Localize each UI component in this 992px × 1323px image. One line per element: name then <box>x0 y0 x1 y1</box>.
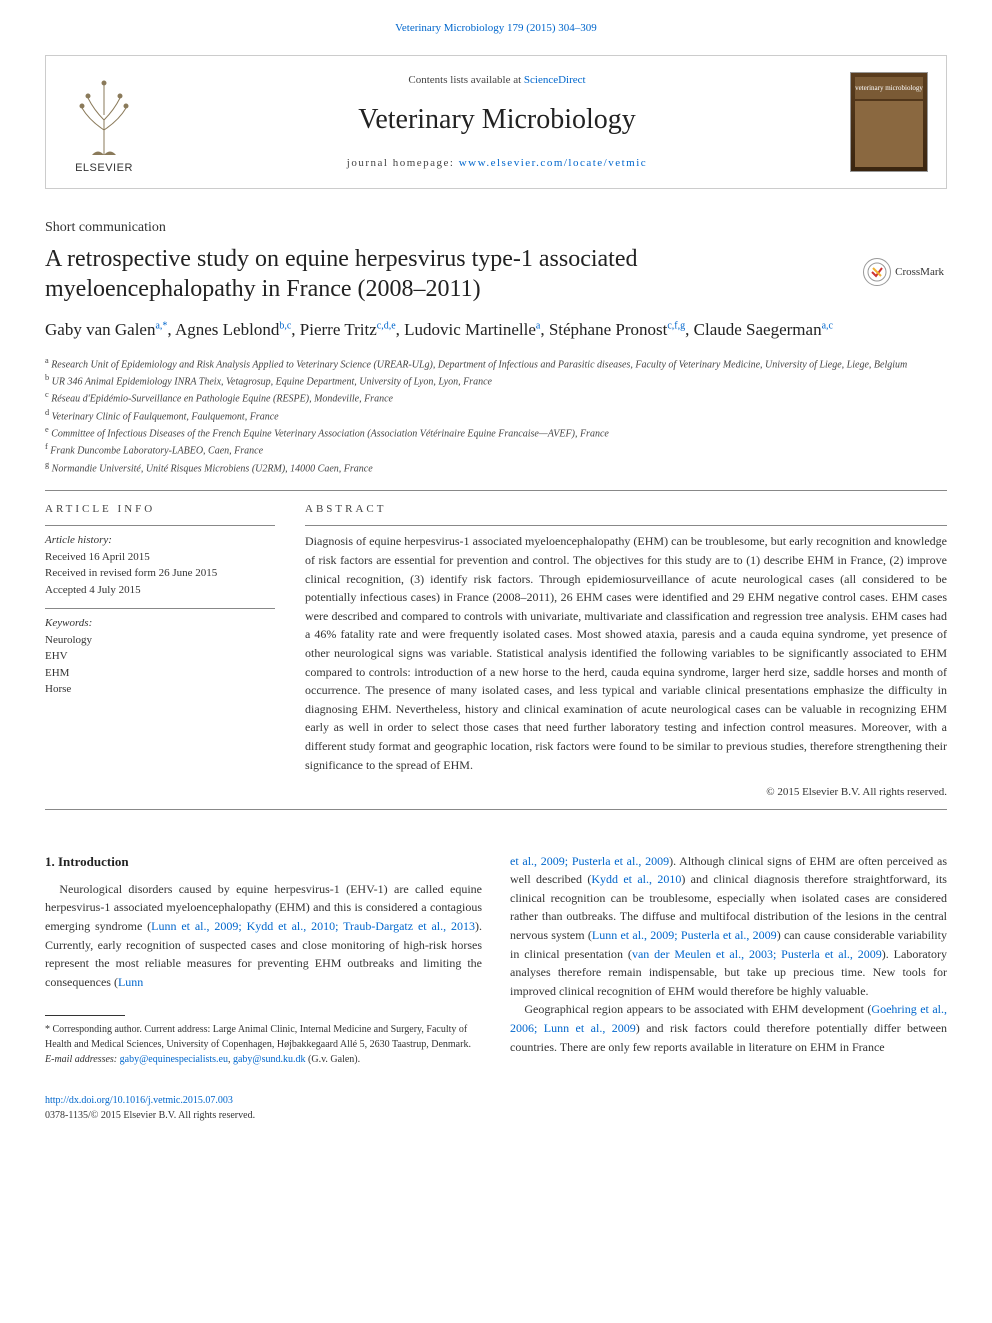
corresponding-author-note: * Corresponding author. Current address:… <box>45 1022 482 1052</box>
keyword: Horse <box>45 681 275 698</box>
body-columns: 1. Introduction Neurological disorders c… <box>45 852 947 1068</box>
section-heading: 1. Introduction <box>45 852 482 872</box>
column-right: et al., 2009; Pusterla et al., 2009). Al… <box>510 852 947 1068</box>
intro-paragraph-1: Neurological disorders caused by equine … <box>45 880 482 992</box>
crossmark-icon <box>863 258 891 286</box>
abstract-head: ABSTRACT <box>305 501 947 518</box>
intro-paragraph-1-cont: et al., 2009; Pusterla et al., 2009). Al… <box>510 852 947 1001</box>
email-footnote: E-mail addresses: gaby@equinespecialists… <box>45 1052 482 1067</box>
keyword: Neurology <box>45 632 275 649</box>
journal-title: Veterinary Microbiology <box>144 99 850 141</box>
keyword: EHV <box>45 648 275 665</box>
elsevier-logo: ELSEVIER <box>64 68 144 177</box>
divider-2 <box>45 809 947 810</box>
article-info-head: ARTICLE INFO <box>45 501 275 518</box>
crossmark-label: CrossMark <box>895 264 944 281</box>
affiliation: g Normandie Université, Unité Risques Mi… <box>45 459 947 476</box>
keyword: EHM <box>45 665 275 682</box>
contents-available: Contents lists available at ScienceDirec… <box>144 72 850 89</box>
sciencedirect-link[interactable]: ScienceDirect <box>524 74 586 86</box>
email-tail: (G.v. Galen). <box>306 1054 361 1065</box>
history-item: Received 16 April 2015 <box>45 549 275 566</box>
header-center: Contents lists available at ScienceDirec… <box>144 72 850 171</box>
elsevier-tree-icon <box>64 68 144 158</box>
email-link-2[interactable]: gaby@sund.ku.dk <box>233 1054 306 1065</box>
affiliation: d Veterinary Clinic of Faulquemont, Faul… <box>45 407 947 424</box>
footnote-separator <box>45 1015 125 1016</box>
info-abstract-row: ARTICLE INFO Article history: Received 1… <box>45 501 947 801</box>
article-title: A retrospective study on equine herpesvi… <box>45 244 947 304</box>
citation[interactable]: Lunn et al., 2009; Kydd et al., 2010; Tr… <box>151 919 475 933</box>
abstract-divider <box>305 525 947 526</box>
article-info: ARTICLE INFO Article history: Received 1… <box>45 501 275 801</box>
page-footer: http://dx.doi.org/10.1016/j.vetmic.2015.… <box>45 1093 947 1123</box>
affiliations: a Research Unit of Epidemiology and Risk… <box>45 355 947 476</box>
authors: Gaby van Galena,*, Agnes Leblondb,c, Pie… <box>45 318 947 343</box>
email-link-1[interactable]: gaby@equinespecialists.eu <box>120 1054 228 1065</box>
history-label: Article history: <box>45 532 275 549</box>
keywords-label: Keywords: <box>45 615 275 632</box>
intro-paragraph-2: Geographical region appears to be associ… <box>510 1000 947 1056</box>
journal-cover-thumbnail: veterinary microbiology <box>850 72 928 172</box>
article-type: Short communication <box>45 217 947 238</box>
abstract-copyright: © 2015 Elsevier B.V. All rights reserved… <box>305 784 947 801</box>
journal-header: ELSEVIER Contents lists available at Sci… <box>45 55 947 190</box>
info-divider-2 <box>45 608 275 609</box>
cover-title: veterinary microbiology <box>855 77 923 99</box>
citation[interactable]: Lunn <box>118 975 143 989</box>
divider <box>45 490 947 491</box>
elsevier-wordmark: ELSEVIER <box>75 160 133 177</box>
column-left: 1. Introduction Neurological disorders c… <box>45 852 482 1068</box>
cover-body <box>855 101 923 167</box>
citation[interactable]: van der Meulen et al., 2003; Pusterla et… <box>632 947 882 961</box>
email-label: E-mail addresses: <box>45 1054 120 1065</box>
citation[interactable]: Lunn et al., 2009; Pusterla et al., 2009 <box>592 928 777 942</box>
journal-reference: Veterinary Microbiology 179 (2015) 304–3… <box>45 20 947 37</box>
journal-homepage: journal homepage: www.elsevier.com/locat… <box>144 155 850 172</box>
affiliation: a Research Unit of Epidemiology and Risk… <box>45 355 947 372</box>
issn-copyright: 0378-1135/© 2015 Elsevier B.V. All right… <box>45 1110 255 1121</box>
contents-label: Contents lists available at <box>408 74 523 86</box>
homepage-label: journal homepage: <box>347 157 459 169</box>
history-item: Accepted 4 July 2015 <box>45 582 275 599</box>
crossmark-badge[interactable]: CrossMark <box>863 258 944 286</box>
citation[interactable]: Kydd et al., 2010 <box>591 872 681 886</box>
affiliation: e Committee of Infectious Diseases of th… <box>45 424 947 441</box>
affiliation: c Réseau d'Epidémio-Surveillance en Path… <box>45 389 947 406</box>
history-item: Received in revised form 26 June 2015 <box>45 565 275 582</box>
info-divider <box>45 525 275 526</box>
p-seg: Geographical region appears to be associ… <box>524 1002 871 1016</box>
homepage-link[interactable]: www.elsevier.com/locate/vetmic <box>459 157 647 169</box>
affiliation: f Frank Duncombe Laboratory-LABEO, Caen,… <box>45 441 947 458</box>
citation[interactable]: et al., 2009; Pusterla et al., 2009 <box>510 854 669 868</box>
affiliation: b UR 346 Animal Epidemiology INRA Theix,… <box>45 372 947 389</box>
abstract: ABSTRACT Diagnosis of equine herpesvirus… <box>305 501 947 801</box>
doi-link[interactable]: http://dx.doi.org/10.1016/j.vetmic.2015.… <box>45 1095 233 1106</box>
abstract-text: Diagnosis of equine herpesvirus-1 associ… <box>305 532 947 774</box>
